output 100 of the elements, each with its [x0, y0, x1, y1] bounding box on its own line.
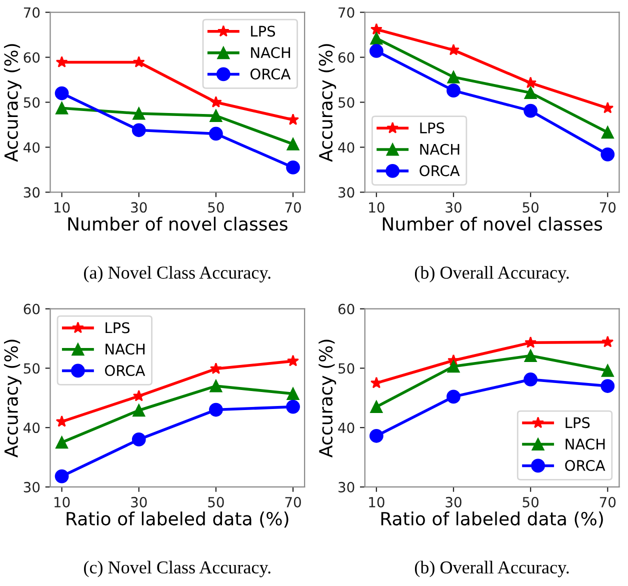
x-tick-label: 50 [208, 496, 224, 508]
point [286, 138, 300, 150]
x-tick-label: 50 [208, 202, 224, 213]
x-tick-label: 70 [600, 202, 616, 213]
y-tick-label: 70 [24, 7, 40, 18]
text: (c) Novel Class Accuracy. [84, 560, 270, 578]
text: (b) Overall Accuracy. [414, 560, 569, 578]
x-axis-title: Number of novel classes [382, 216, 602, 231]
point [601, 364, 614, 377]
y-tick-label: 50 [338, 363, 354, 374]
point [210, 362, 222, 374]
legend-label: NACH [566, 438, 605, 450]
y-tick-label: 30 [24, 482, 40, 492]
point [132, 107, 146, 120]
x-tick-label: 30 [446, 202, 462, 213]
point [209, 402, 223, 417]
y-axis-title: Accuracy (%) [318, 44, 336, 162]
point [210, 380, 222, 392]
point [601, 126, 614, 139]
legend-label: LPS [251, 26, 276, 37]
point [287, 114, 299, 125]
point [209, 126, 223, 141]
x-tick-label: 50 [522, 202, 538, 213]
x-tick-label: 30 [446, 496, 462, 508]
point [132, 404, 146, 417]
x-axis-title: Ratio of labeled data (%) [66, 512, 288, 528]
legend-label: ORCA [420, 165, 460, 176]
legend-label: LPS [420, 122, 444, 134]
y-axis-title: Accuracy (%) [4, 44, 22, 162]
point [286, 400, 300, 414]
y-tick-label: 40 [338, 142, 354, 153]
x-tick-label: 30 [131, 496, 147, 508]
legend-label: ORCA [105, 365, 146, 376]
point [56, 102, 68, 114]
point [370, 400, 383, 414]
y-tick-label: 30 [338, 482, 354, 492]
point [446, 390, 460, 404]
legend-label: ORCA [250, 68, 291, 80]
x-tick-label: 30 [131, 202, 147, 213]
point [132, 390, 145, 402]
y-tick-label: 40 [24, 142, 40, 153]
x-tick-label: 10 [54, 496, 70, 508]
point [447, 360, 460, 373]
point [132, 432, 146, 446]
x-tick-label: 70 [285, 496, 301, 508]
point [132, 123, 146, 138]
x-tick-label: 70 [600, 496, 616, 508]
y-tick-label: 50 [24, 97, 40, 108]
text: (b) Overall Accuracy. [414, 266, 569, 282]
x-axis-title: Number of novel classes [68, 216, 288, 231]
point [600, 147, 615, 162]
point [369, 428, 384, 443]
point [602, 336, 614, 348]
point [600, 379, 615, 393]
point [286, 387, 300, 400]
y-tick-label: 40 [24, 422, 40, 434]
legend-label: LPS [106, 322, 130, 334]
y-tick-label: 40 [338, 422, 354, 434]
point [524, 349, 537, 362]
point [210, 110, 222, 122]
point [447, 70, 460, 84]
y-tick-label: 30 [24, 187, 40, 198]
y-tick-label: 70 [338, 7, 354, 18]
y-axis-title: Accuracy (%) [4, 340, 22, 458]
y-tick-label: 30 [338, 187, 354, 198]
point [132, 56, 145, 68]
point [448, 44, 460, 56]
y-tick-label: 60 [338, 52, 354, 63]
x-axis-title: Ratio of labeled data (%) [381, 512, 603, 528]
point [54, 469, 69, 484]
point [56, 56, 68, 68]
legend-label: NACH [251, 47, 290, 58]
x-tick-label: 10 [369, 496, 384, 508]
legend-label: ORCA [565, 460, 606, 472]
x-tick-label: 70 [285, 202, 301, 213]
point [524, 76, 537, 88]
point [524, 86, 537, 100]
point [602, 102, 614, 114]
y-tick-label: 60 [24, 52, 40, 63]
point [524, 104, 538, 118]
point [370, 23, 382, 35]
point [54, 86, 69, 100]
y-tick-label: 60 [24, 304, 40, 314]
point [370, 32, 383, 45]
legend-label: NACH [106, 344, 145, 355]
text: (a) Novel Class Accuracy. [84, 266, 270, 282]
y-tick-label: 50 [338, 97, 354, 108]
y-axis-title: Accuracy (%) [318, 340, 336, 458]
legend-label: NACH [420, 144, 460, 155]
y-tick-label: 60 [338, 304, 354, 314]
x-tick-label: 50 [522, 496, 538, 508]
point [56, 436, 68, 449]
legend-label: LPS [566, 417, 590, 428]
point [524, 336, 537, 348]
point [210, 96, 222, 108]
point [524, 372, 538, 386]
point [446, 84, 460, 98]
y-tick-label: 50 [24, 363, 40, 374]
x-tick-label: 10 [54, 202, 70, 213]
x-tick-label: 10 [369, 202, 384, 213]
